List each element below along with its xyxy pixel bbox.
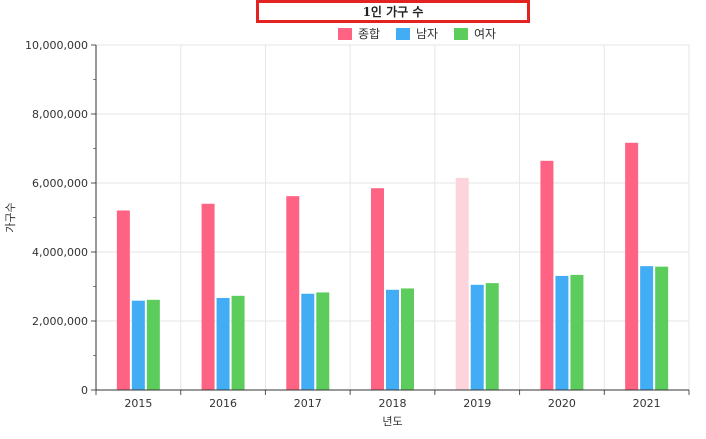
bar-종합-2017 <box>286 196 300 390</box>
bar-여자-2015 <box>146 299 160 390</box>
bar-종합-2015 <box>116 210 130 390</box>
x-axis-label: 년도 <box>382 415 402 428</box>
bar-여자-2017 <box>316 292 330 390</box>
x-tick-label: 2020 <box>548 397 576 410</box>
x-tick-label: 2021 <box>633 397 661 410</box>
chart-title-box: 1인 가구 수 <box>256 0 530 23</box>
x-tick-label: 2016 <box>209 397 237 410</box>
bar-남자-2021 <box>640 266 654 390</box>
y-axis-label: 가구수 <box>4 202 17 232</box>
bar-남자-2017 <box>301 293 315 390</box>
y-tick-label: 4,000,000 <box>32 246 88 259</box>
y-tick-label: 2,000,000 <box>32 315 88 328</box>
y-tick-label: 8,000,000 <box>32 108 88 121</box>
legend-label-여자: 여자 <box>474 27 496 41</box>
x-tick-label: 2017 <box>294 397 322 410</box>
bar-여자-2016 <box>231 295 245 390</box>
y-tick-label: 10,000,000 <box>25 39 88 52</box>
bar-종합-2019 <box>455 177 469 390</box>
bar-여자-2021 <box>655 266 669 390</box>
bar-남자-2018 <box>386 289 399 390</box>
legend-swatch-여자 <box>454 28 468 40</box>
legend-swatch-종합 <box>338 28 352 40</box>
legend-label-종합: 종합 <box>358 27 380 41</box>
legend-label-남자: 남자 <box>416 27 438 41</box>
bar-여자-2019 <box>485 283 499 390</box>
bar-여자-2020 <box>570 274 584 390</box>
legend-swatch-남자 <box>396 28 410 40</box>
bar-종합-2020 <box>540 160 554 390</box>
x-tick-label: 2015 <box>124 397 152 410</box>
y-tick-label: 6,000,000 <box>32 177 88 190</box>
x-tick-label: 2019 <box>463 397 491 410</box>
bar-종합-2018 <box>371 188 384 390</box>
chart-title: 1인 가구 수 <box>362 5 424 19</box>
bar-종합-2016 <box>201 203 215 390</box>
bar-여자-2018 <box>401 288 414 390</box>
x-tick-label: 2018 <box>379 397 407 410</box>
bar-남자-2019 <box>470 284 484 390</box>
bar-종합-2021 <box>625 142 639 390</box>
bar-남자-2015 <box>131 300 145 390</box>
bar-남자-2020 <box>555 275 569 390</box>
y-tick-label: 0 <box>81 384 88 397</box>
bar-남자-2016 <box>216 297 230 390</box>
